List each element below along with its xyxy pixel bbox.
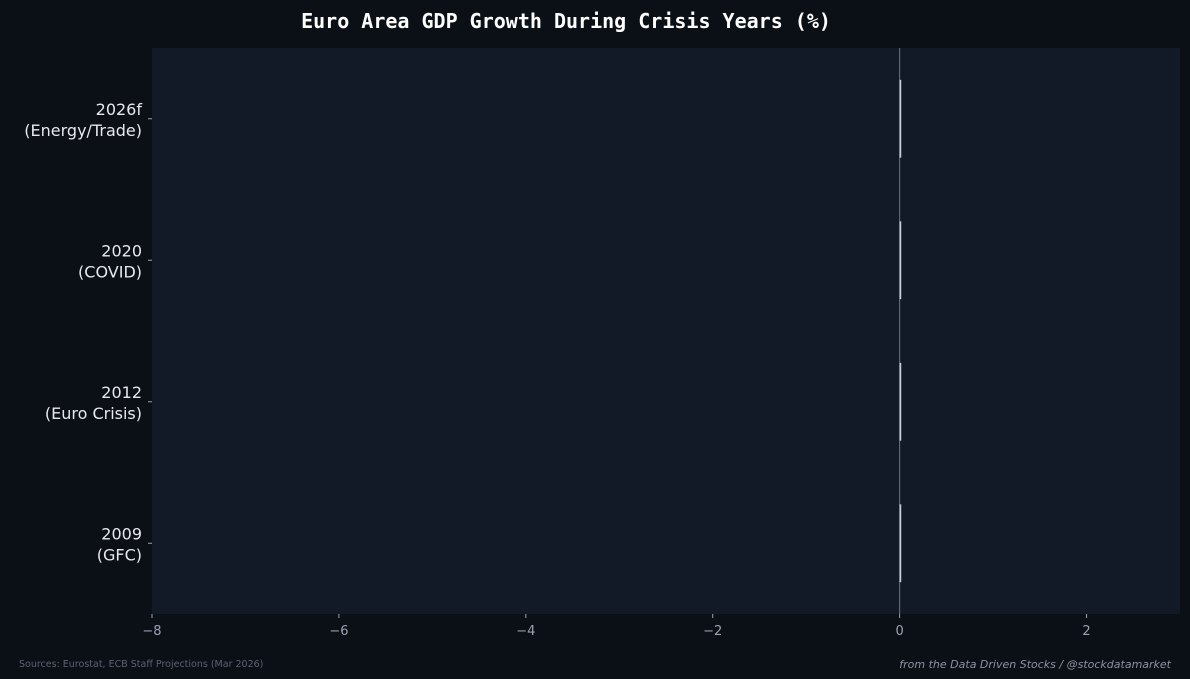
credit-note: from the Data Driven Stocks / @stockdata… bbox=[899, 658, 1171, 671]
y-tick-label-line: (GFC) bbox=[97, 545, 142, 564]
y-tick-label-line: (COVID) bbox=[78, 262, 142, 281]
x-tick-label: −6 bbox=[329, 624, 348, 639]
x-tick-label: −2 bbox=[703, 624, 722, 639]
y-tick-label-line: 2026f bbox=[96, 100, 143, 119]
y-tick-label: 2020 (COVID) bbox=[78, 241, 142, 281]
source-note: Sources: Eurostat, ECB Staff Projections… bbox=[19, 659, 263, 670]
y-tick-label-line: (Energy/Trade) bbox=[24, 121, 142, 140]
y-tick-label-line: 2020 bbox=[101, 241, 142, 260]
y-tick-label-line: 2012 bbox=[101, 383, 142, 402]
y-tick-label-line: 2009 bbox=[101, 524, 142, 543]
x-tick-label: 0 bbox=[895, 624, 903, 639]
bar-2009 bbox=[899, 504, 902, 583]
plot-area bbox=[152, 48, 1180, 614]
y-tick-label-line: (Euro Crisis) bbox=[45, 404, 142, 423]
y-tick-label: 2009 (GFC) bbox=[97, 524, 142, 564]
y-axis: 2026f (Energy/Trade) 2020 (COVID) 2012 (Euro … bbox=[24, 100, 152, 564]
bars-group bbox=[899, 79, 902, 583]
bar-2020 bbox=[899, 221, 902, 300]
chart-title: Euro Area GDP Growth During Crisis Years… bbox=[301, 9, 831, 33]
x-tick-label: −4 bbox=[516, 624, 535, 639]
bar-2026f bbox=[899, 79, 902, 158]
bar-2012 bbox=[899, 362, 902, 441]
x-tick-label: 2 bbox=[1082, 624, 1090, 639]
x-tick-label: −8 bbox=[142, 624, 161, 639]
y-tick-label: 2026f (Energy/Trade) bbox=[24, 100, 142, 140]
x-axis: −8 −6 −4 −2 0 2 bbox=[142, 614, 1091, 639]
y-tick-label: 2012 (Euro Crisis) bbox=[45, 383, 142, 423]
